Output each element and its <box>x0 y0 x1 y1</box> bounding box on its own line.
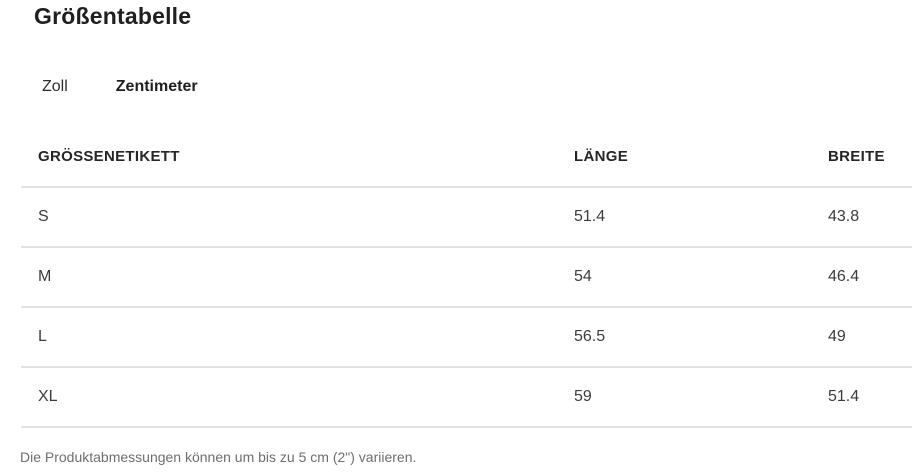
width-value: 49 <box>828 328 846 345</box>
length-value: 51.4 <box>574 208 606 225</box>
column-header-size-label: GRÖSSENETIKETT <box>38 148 180 165</box>
size-table: GRÖSSENETIKETT LÄNGE BREITE S 51.4 43.8 … <box>21 127 912 428</box>
table-row: L 56.5 49 <box>21 307 912 367</box>
length-value: 59 <box>574 388 592 405</box>
column-header-length: LÄNGE <box>574 148 628 165</box>
length-value: 56.5 <box>574 328 606 345</box>
size-label: S <box>38 208 49 225</box>
table-header-row: GRÖSSENETIKETT LÄNGE BREITE <box>21 127 912 187</box>
tolerance-footnote: Die Produktabmessungen können um bis zu … <box>20 449 417 465</box>
table-row: XL 59 51.4 <box>21 367 912 427</box>
width-value: 51.4 <box>828 388 860 405</box>
tab-zentimeter[interactable]: Zentimeter <box>115 78 198 95</box>
size-label: M <box>38 268 52 285</box>
width-value: 43.8 <box>828 208 860 225</box>
column-header-width: BREITE <box>828 148 885 165</box>
tab-zoll[interactable]: Zoll <box>42 78 68 95</box>
table-row: M 54 46.4 <box>21 247 912 307</box>
size-label: XL <box>38 388 58 405</box>
size-label: L <box>38 328 47 345</box>
unit-tabs: Zoll Zentimeter <box>42 78 912 96</box>
table-row: S 51.4 43.8 <box>21 187 912 247</box>
width-value: 46.4 <box>828 268 860 285</box>
page-title: Größentabelle <box>34 3 192 29</box>
length-value: 54 <box>574 268 592 285</box>
